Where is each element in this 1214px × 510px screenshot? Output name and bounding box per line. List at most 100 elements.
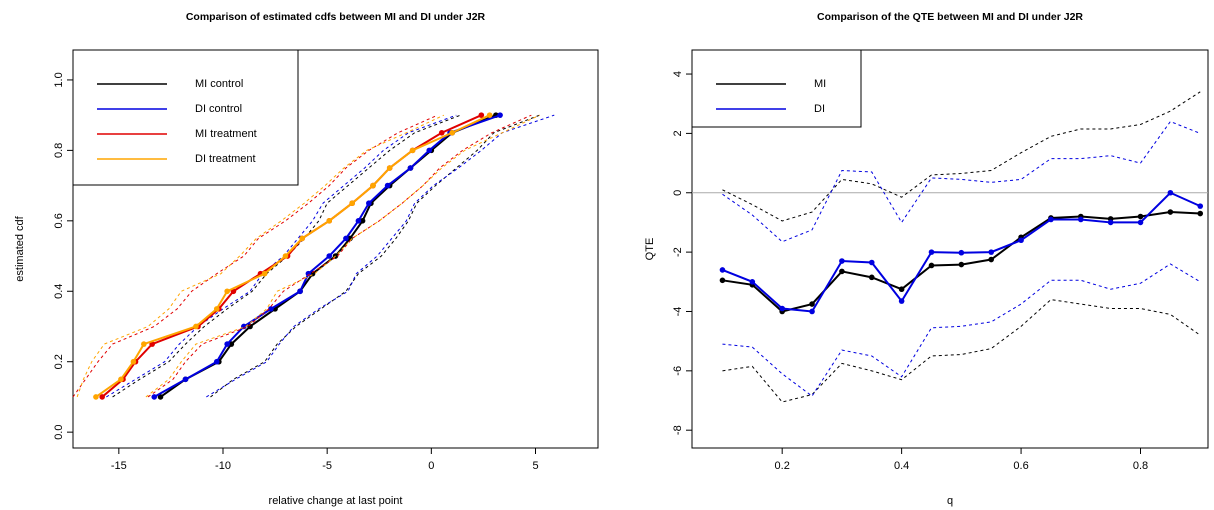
point — [409, 147, 416, 154]
point — [224, 288, 230, 295]
legend-box — [691, 49, 862, 128]
point — [213, 306, 220, 312]
x-tick-label: 0.2 — [775, 460, 790, 472]
point — [386, 165, 393, 171]
y-axis-label: QTE — [644, 238, 656, 261]
legend-label: DI treatment — [195, 153, 256, 165]
y-tick-label: 2 — [672, 130, 684, 136]
point — [1107, 219, 1114, 226]
point — [1077, 216, 1084, 223]
point — [261, 270, 268, 277]
point — [299, 235, 305, 242]
point — [988, 256, 995, 263]
point — [384, 182, 391, 189]
y-tick-label: 0.4 — [53, 284, 65, 299]
plot-frame — [691, 49, 1209, 449]
x-tick-label: -5 — [322, 460, 332, 472]
point — [224, 341, 230, 347]
point — [141, 341, 147, 347]
x-tick-label: 5 — [532, 460, 538, 472]
chart-title: Comparison of the QTE between MI and DI … — [817, 11, 1083, 23]
point — [1197, 210, 1204, 217]
point — [370, 182, 376, 189]
point — [898, 298, 905, 304]
point — [407, 165, 414, 171]
point — [213, 358, 220, 365]
upper-bound-line — [112, 114, 461, 398]
x-axis-label: relative change at last point — [269, 495, 403, 507]
point — [868, 274, 875, 281]
point — [988, 249, 995, 255]
point — [130, 358, 137, 365]
y-tick-label: 0.8 — [53, 143, 65, 158]
point — [99, 394, 105, 400]
point — [1018, 237, 1024, 244]
y-tick-label: -8 — [672, 425, 684, 435]
point — [118, 376, 124, 383]
point — [839, 258, 845, 264]
point — [305, 270, 312, 277]
point — [1048, 216, 1054, 223]
upper-bound-line — [76, 114, 445, 398]
point — [809, 308, 815, 315]
series-line — [722, 211, 1201, 313]
x-tick-label: 0.4 — [894, 460, 909, 472]
point — [349, 200, 355, 207]
lower-bound-line — [722, 299, 1201, 403]
y-tick-label: -6 — [672, 366, 684, 376]
upper-bound-line — [722, 120, 1201, 243]
point — [719, 277, 726, 284]
lower-bound-line — [722, 263, 1201, 397]
point — [1137, 219, 1144, 226]
point — [928, 249, 935, 255]
point — [809, 301, 815, 307]
point — [247, 323, 253, 330]
point — [366, 200, 372, 207]
legend-label: DI control — [195, 103, 242, 115]
chart-title: Comparison of estimated cdfs between MI … — [186, 11, 486, 23]
point — [157, 394, 164, 400]
point — [228, 341, 235, 347]
legend-label: MI treatment — [195, 128, 257, 140]
point — [326, 253, 333, 259]
x-tick-label: 0.6 — [1013, 460, 1028, 472]
point — [426, 147, 433, 154]
y-tick-label: 0.6 — [53, 213, 65, 228]
point — [326, 218, 333, 224]
legend-label: MI control — [195, 78, 243, 90]
point — [779, 305, 785, 312]
lower-bound-line — [145, 114, 540, 398]
point — [193, 323, 199, 330]
point — [1137, 213, 1144, 220]
plot-frame — [72, 49, 599, 449]
point — [1167, 189, 1174, 196]
y-tick-label: 0 — [672, 190, 684, 196]
y-tick-label: 1.0 — [53, 72, 65, 87]
point — [749, 278, 756, 285]
point — [719, 267, 726, 273]
point — [928, 262, 935, 269]
point — [268, 306, 274, 312]
point — [868, 259, 875, 266]
point — [958, 249, 965, 256]
upper-bound-line — [722, 91, 1201, 222]
point — [151, 394, 158, 400]
point — [182, 376, 189, 383]
lower-bound-line — [147, 114, 532, 398]
x-tick-label: -15 — [111, 460, 127, 472]
point — [343, 235, 349, 242]
point — [958, 261, 965, 268]
x-tick-label: -10 — [215, 460, 231, 472]
y-tick-label: 0.2 — [53, 354, 65, 369]
point — [898, 286, 905, 293]
point — [1167, 209, 1174, 215]
point — [438, 129, 445, 136]
point — [486, 112, 493, 118]
point — [839, 268, 845, 275]
lower-bound-line — [206, 114, 555, 398]
legend-label: MI — [814, 78, 826, 90]
y-axis-label: estimated cdf — [14, 215, 26, 281]
x-tick-label: 0 — [428, 460, 434, 472]
point — [359, 218, 366, 224]
